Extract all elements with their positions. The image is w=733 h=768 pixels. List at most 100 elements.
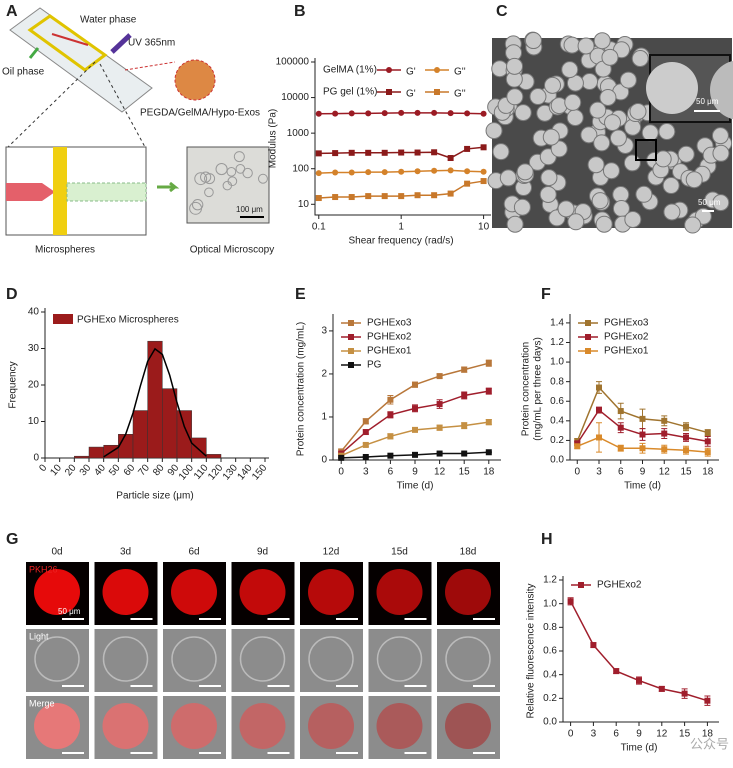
sem-sphere	[658, 123, 676, 141]
x-tick-label: 15	[459, 467, 471, 478]
sem-sphere	[663, 203, 681, 221]
x-tick-label: 30	[78, 462, 94, 478]
sphere	[102, 636, 149, 682]
panel-label: A	[6, 3, 18, 20]
panel-label: E	[295, 286, 306, 303]
x-tick-label: 3	[596, 467, 602, 478]
scale-bar	[199, 618, 221, 620]
marker	[447, 167, 454, 174]
marker	[461, 422, 468, 429]
x-tick-label: 0	[37, 462, 49, 474]
legend-label: PGHExo1	[367, 346, 412, 357]
x-tick-label: 6	[388, 467, 394, 478]
marker	[436, 424, 443, 431]
y-tick-label: 2	[321, 369, 327, 380]
scale-bar	[336, 685, 358, 687]
sem-sphere	[514, 104, 532, 122]
droplet	[242, 167, 253, 179]
marker	[681, 690, 688, 697]
marker	[338, 454, 345, 461]
x-tick-label: 18	[702, 467, 714, 478]
legend-label: PGHExo2	[597, 580, 642, 591]
day-label: 12d	[323, 547, 340, 558]
sem-sphere	[542, 128, 560, 146]
zoom-line	[124, 61, 176, 71]
marker	[381, 169, 388, 176]
sem-sphere	[506, 57, 524, 75]
x-axis-label: Time (d)	[624, 481, 661, 492]
marker	[617, 424, 624, 431]
scale-bar	[473, 752, 495, 754]
legend-label: PGHExo Microspheres	[77, 315, 179, 326]
bar	[118, 434, 134, 459]
scale-bar	[404, 618, 427, 620]
marker	[658, 685, 665, 692]
label: UV 365nm	[128, 38, 175, 49]
day-label: 18d	[460, 547, 477, 558]
marker	[412, 451, 418, 458]
marker	[596, 434, 602, 441]
x-tick-label: 12	[659, 467, 671, 478]
marker	[683, 423, 689, 430]
sem-sphere	[491, 60, 509, 78]
y-tick-label: 30	[28, 343, 40, 354]
marker	[348, 194, 355, 201]
y-tick-label: 0	[321, 455, 327, 466]
droplet	[189, 201, 203, 215]
marker	[387, 452, 394, 459]
sem-sphere	[641, 124, 659, 142]
marker	[332, 110, 339, 117]
sphere	[102, 703, 149, 749]
x-tick-label: 0.1	[312, 222, 326, 233]
legend-swatch	[53, 314, 73, 324]
marker	[332, 150, 339, 157]
x-tick-label: 40	[92, 462, 108, 478]
y-tick-label: 0.4	[543, 669, 557, 680]
x-tick-label: 60	[122, 462, 138, 478]
bar	[74, 455, 90, 459]
day-label: 9d	[257, 547, 268, 558]
marker	[414, 109, 421, 116]
x-tick-label: 15	[679, 729, 691, 740]
marker	[362, 418, 369, 425]
sem-sphere	[646, 62, 698, 114]
sem-sphere	[662, 177, 680, 195]
scale-label: 50 μm	[696, 97, 719, 106]
marker	[348, 169, 355, 176]
marker	[381, 110, 388, 117]
marker	[574, 443, 581, 450]
droplet	[227, 176, 238, 187]
panel-label: B	[294, 3, 306, 20]
x-tick-label: 150	[250, 462, 269, 482]
y-tick-label: 10	[28, 416, 40, 427]
marker	[412, 405, 418, 412]
marker	[480, 144, 487, 151]
x-tick-label: 15	[680, 467, 692, 478]
sem-sphere	[566, 109, 584, 127]
y-tick-label: 1.2	[543, 575, 557, 586]
marker	[332, 169, 339, 176]
sem-sphere	[550, 140, 568, 158]
y-tick-label: 0.6	[550, 396, 564, 407]
legend-label: PGHExo2	[367, 332, 412, 343]
marker	[585, 348, 591, 354]
guide	[7, 61, 96, 148]
marker	[315, 150, 322, 157]
sphere	[376, 703, 423, 749]
sphere	[376, 636, 423, 682]
sem-sphere	[513, 198, 531, 216]
marker	[387, 396, 394, 403]
sem-sphere	[595, 215, 613, 233]
marker	[661, 446, 668, 453]
marker	[485, 449, 492, 456]
y-axis-label: Frequency	[8, 361, 19, 408]
label: Oil phase	[2, 67, 45, 78]
scale-label: 50 μm	[698, 198, 721, 207]
x-tick-label: 20	[63, 462, 79, 478]
marker	[683, 434, 689, 441]
y-tick-label: 0.4	[550, 415, 564, 426]
legend-label: PGHExo2	[604, 332, 649, 343]
sem-sphere	[593, 32, 611, 50]
scale-bar	[702, 210, 714, 212]
marker	[596, 384, 602, 391]
